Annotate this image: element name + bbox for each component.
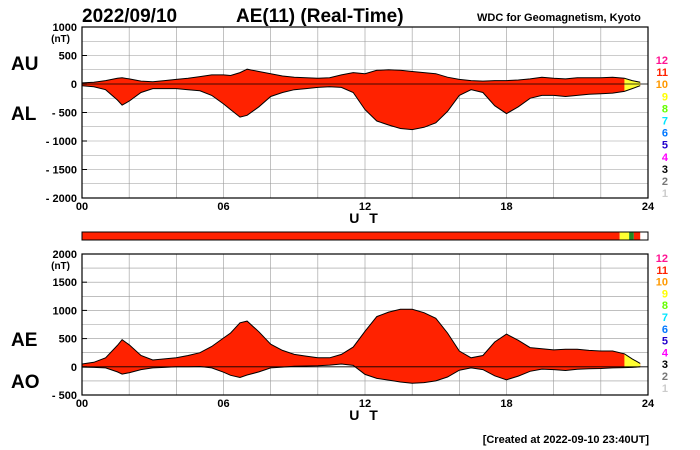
series-label-al: AL — [11, 104, 37, 125]
station-count-bar — [81, 231, 649, 241]
legend-number: 11 — [656, 265, 668, 277]
y-tick-label: 0 — [71, 79, 77, 91]
y-tick-label: 2000 — [53, 249, 77, 261]
y-tick-label: 1000 — [53, 22, 77, 34]
chart-main-title: AE(11) (Real-Time) — [236, 6, 404, 27]
legend-number: 11 — [656, 67, 668, 79]
legend-number: 5 — [662, 140, 668, 152]
legend-number: 9 — [662, 288, 668, 300]
station-bar-segment — [633, 232, 641, 240]
legend-number: 8 — [662, 103, 668, 115]
legend-number: 9 — [662, 91, 668, 103]
legend-number: 8 — [662, 300, 668, 312]
series-line-ao — [81, 363, 641, 384]
legend-number: 2 — [662, 176, 668, 188]
legend-number: 4 — [662, 152, 669, 164]
legend-number: 12 — [656, 55, 668, 67]
y-tick-label: - 500 — [52, 108, 77, 120]
y-tick-label: 500 — [59, 334, 77, 346]
date-title: 2022/09/10 — [82, 6, 177, 27]
y-tick-label: - 500 — [52, 390, 77, 402]
series-label-ao: AO — [11, 372, 40, 393]
x-tick-label: 18 — [500, 398, 512, 410]
x-tick-label: 12 — [359, 201, 371, 213]
x-tick-label: 24 — [642, 398, 655, 410]
legend-number: 10 — [656, 79, 668, 91]
y-tick-label: - 1500 — [46, 165, 77, 177]
y-unit-label: (nT) — [51, 261, 70, 272]
legend-number: 12 — [656, 253, 668, 265]
x-tick-label: 06 — [217, 398, 229, 410]
legend-number: 6 — [662, 324, 668, 336]
filled-area — [82, 309, 641, 384]
station-bar-segment — [619, 232, 630, 240]
x-tick-label: 00 — [76, 398, 88, 410]
y-tick-label: 500 — [59, 51, 77, 63]
filled-area-recent — [624, 353, 641, 368]
y-tick-label: 0 — [71, 362, 77, 374]
y-tick-label: 1500 — [53, 277, 77, 289]
y-unit-label: (nT) — [51, 34, 70, 45]
series-line-au — [81, 68, 641, 84]
legend-number: 4 — [662, 347, 669, 359]
y-tick-label: - 1000 — [46, 136, 77, 148]
au-al-panel: 1000 500 0 - 500 - 1000 - 1500 - 2000 (nT) 00 06 1… — [11, 22, 655, 226]
legend-number: 2 — [662, 371, 668, 383]
y-tick-label: - 2000 — [46, 193, 77, 205]
legend-number: 3 — [662, 359, 668, 371]
y-tick-label: 1000 — [53, 305, 77, 317]
series-line-ae — [81, 308, 641, 365]
plot-frame — [81, 253, 649, 396]
created-timestamp: [Created at 2022-09-10 23:40UT] — [483, 434, 650, 446]
legend-number: 7 — [662, 116, 668, 128]
x-tick-label: 12 — [359, 398, 371, 410]
station-bar-segment — [629, 232, 634, 240]
x-axis-label: U T — [349, 407, 381, 423]
legend-number: 6 — [662, 128, 668, 140]
legend-number: 5 — [662, 336, 668, 348]
legend-number: 1 — [662, 188, 668, 200]
legend-number: 10 — [656, 277, 668, 289]
legend-number: 3 — [662, 164, 668, 176]
series-label-au: AU — [11, 54, 38, 75]
station-bar-segment — [82, 232, 620, 240]
legend-number: 7 — [662, 312, 668, 324]
x-tick-label: 00 — [76, 201, 88, 213]
series-label-ae: AE — [11, 330, 37, 351]
station-bar-frame — [81, 231, 649, 241]
x-axis-label: U T — [349, 210, 381, 226]
series-line-al — [81, 85, 641, 131]
ae-ao-panel: 2000 1500 1000 500 0 - 500 (nT) 00 06 12 18 24 U T AE… — [11, 249, 655, 423]
x-tick-label: 18 — [500, 201, 512, 213]
source-label: WDC for Geomagnetism, Kyoto — [477, 12, 641, 24]
x-tick-label: 24 — [642, 201, 655, 213]
x-tick-label: 06 — [217, 201, 229, 213]
legend-number: 1 — [662, 383, 668, 395]
